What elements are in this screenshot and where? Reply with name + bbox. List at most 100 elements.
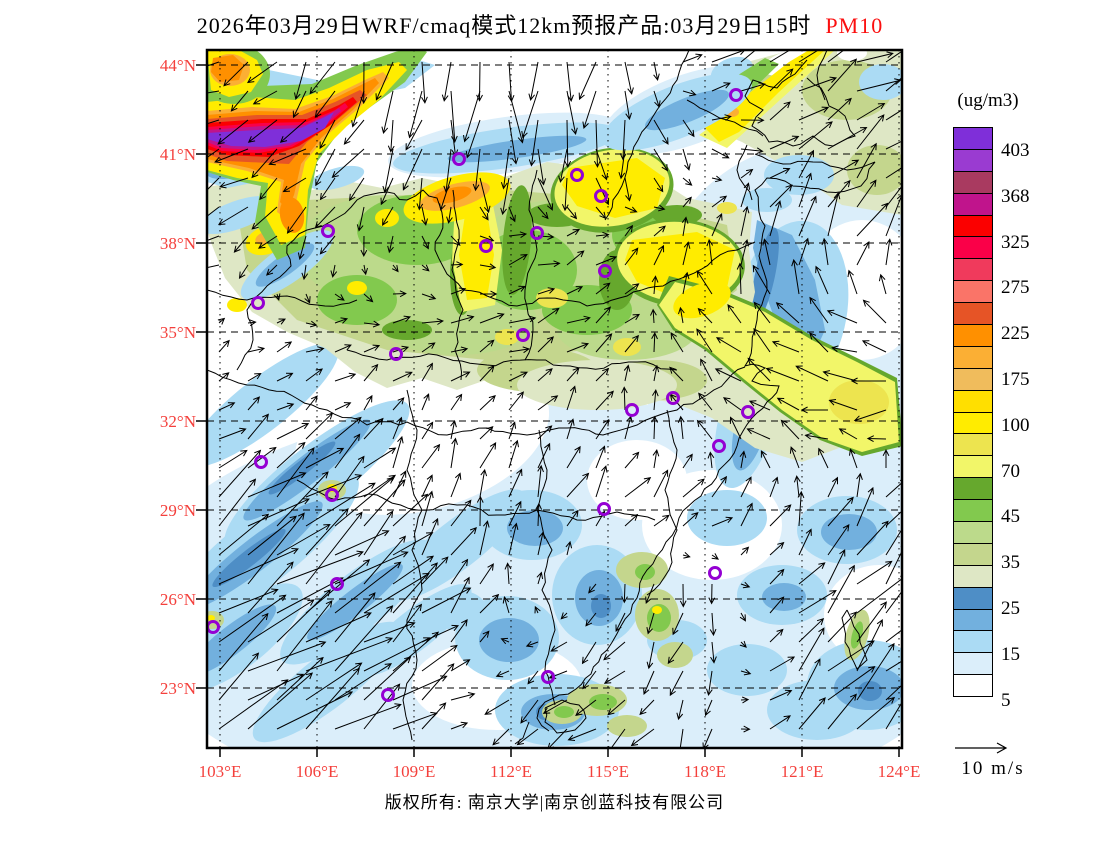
wind-arrow [765, 367, 800, 382]
wind-arrow [382, 206, 394, 226]
wind-arrow [709, 612, 717, 637]
wind-arrow [334, 344, 352, 353]
wind-arrow [508, 90, 525, 144]
contour-fill [495, 329, 519, 345]
legend-cell [953, 236, 993, 260]
legend-cell [953, 324, 993, 347]
wind-arrow [653, 244, 665, 266]
contour-fill [859, 64, 902, 100]
wind-arrow [247, 515, 297, 556]
wind-arrow [595, 445, 606, 469]
wind-arrow [746, 428, 771, 440]
lon-label: 118°E [683, 762, 727, 781]
wind-arrow [669, 670, 684, 697]
wind-arrow [508, 439, 519, 469]
wind-arrow [450, 419, 457, 440]
wind-arrow [682, 148, 691, 171]
wind-arrow [286, 206, 307, 234]
city-marker [625, 403, 639, 417]
city-marker [666, 391, 680, 405]
wind-arrow [266, 264, 278, 276]
wind-arrow [809, 332, 829, 353]
wind-arrow [651, 415, 658, 440]
wind-arrow [672, 612, 684, 636]
wind-arrow [711, 475, 728, 498]
contour-fill [255, 243, 315, 287]
wind-arrow [885, 660, 902, 672]
city-marker [712, 439, 726, 453]
wind-arrow [696, 270, 713, 295]
wind-arrow [646, 612, 655, 635]
wind-arrow [223, 61, 249, 87]
wind-arrow [276, 341, 293, 353]
wind-arrow [508, 254, 528, 266]
wind-arrow [472, 148, 481, 192]
wind-arrow [207, 148, 220, 159]
wind-arrow [769, 476, 779, 498]
contour-fill [432, 186, 472, 204]
legend-cell [953, 455, 993, 479]
wind-arrow [305, 474, 363, 498]
wind-arrow [885, 479, 902, 498]
wind-arrow [334, 372, 357, 382]
wind-arrow [630, 728, 655, 747]
wind-arrow [218, 652, 260, 701]
wind-arrow [795, 365, 829, 382]
wind-arrow [421, 517, 439, 556]
wind-arrow [305, 511, 363, 585]
wind-arrow [827, 58, 858, 92]
wind-arrow [251, 148, 278, 179]
wind-arrow [217, 119, 249, 145]
wind-arrow [740, 50, 757, 63]
wind-arrow [450, 371, 471, 382]
contour-fill [309, 165, 365, 191]
wind-arrow [653, 177, 664, 193]
boundary-line [402, 389, 423, 741]
wind-arrow [382, 148, 394, 194]
wind-arrow [537, 307, 560, 324]
wind-arrow [771, 340, 800, 353]
wind-arrow [314, 206, 336, 229]
boundary-line [736, 144, 753, 201]
wind-arrow [363, 510, 394, 556]
boundary-line [451, 189, 464, 381]
contour-fill [382, 320, 432, 340]
legend-cell [953, 258, 993, 282]
wind-arrow [710, 641, 717, 664]
legend-cell [953, 389, 993, 413]
wind-arrow [723, 397, 742, 411]
wind-arrow [207, 235, 220, 242]
city-marker [516, 328, 530, 342]
wind-arrow [276, 441, 306, 469]
wind-arrow [450, 314, 475, 324]
wind-arrow [565, 540, 573, 556]
wind-arrow [822, 370, 858, 382]
wind-arrow [450, 235, 461, 247]
wind-arrow [775, 302, 800, 324]
wind-arrow [479, 206, 489, 221]
wind-arrow [618, 148, 626, 180]
wind-arrow [619, 119, 627, 161]
city-marker [479, 239, 493, 253]
wind-arrow [651, 388, 659, 411]
wind-arrow [450, 692, 476, 701]
wind-arrow [421, 474, 433, 498]
wind-arrow [381, 90, 394, 134]
wind-arrow [479, 339, 495, 353]
wind-arrow [624, 513, 639, 527]
wind-arrow [866, 435, 887, 443]
wind-arrow [821, 237, 829, 266]
wind-arrow [392, 493, 429, 527]
legend-cell [953, 170, 993, 194]
wind-arrow [479, 177, 491, 214]
wind-arrow [715, 337, 742, 353]
wind-arrow [769, 541, 785, 556]
wind-arrow [706, 238, 714, 266]
contour-fill [459, 212, 494, 300]
wind-arrow [527, 670, 539, 685]
wind-arrow [305, 482, 376, 527]
wind-arrow [297, 235, 307, 260]
wind-arrow [218, 372, 230, 382]
wind-arrow [392, 371, 413, 382]
